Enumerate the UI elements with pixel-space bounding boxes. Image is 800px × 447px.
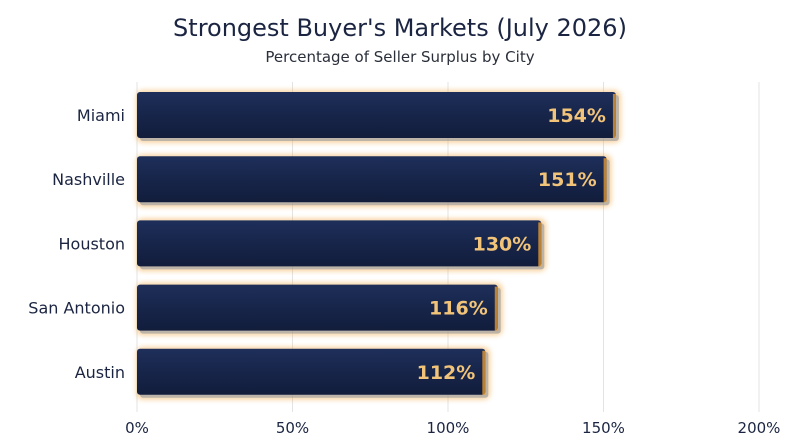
bar-group — [137, 155, 611, 206]
bar — [137, 220, 542, 267]
category-label: Miami — [77, 106, 125, 125]
bar — [137, 348, 486, 395]
bar-group — [137, 91, 620, 142]
bar-edge — [538, 222, 542, 267]
x-tick-label: 0% — [125, 419, 149, 437]
bar-edge — [482, 350, 486, 395]
bar — [137, 156, 607, 203]
category-label: Houston — [59, 234, 126, 253]
bar — [137, 92, 616, 138]
bar-edge — [494, 286, 498, 331]
category-label: Austin — [75, 363, 125, 382]
bar-value-label: 130% — [473, 233, 532, 255]
bar-group — [137, 284, 502, 335]
category-label: Nashville — [52, 170, 125, 189]
bar-group — [137, 348, 489, 399]
bar-value-label: 112% — [417, 362, 476, 384]
bar-value-label: 154% — [547, 105, 606, 127]
chart-subtitle: Percentage of Seller Surplus by City — [265, 48, 535, 66]
bar-value-label: 151% — [538, 169, 597, 191]
x-tick-label: 150% — [582, 419, 625, 437]
bar-value-label: 116% — [429, 298, 488, 320]
bar-edge — [612, 94, 616, 138]
x-tick-label: 200% — [738, 419, 781, 437]
category-label: San Antonio — [28, 299, 125, 318]
bar-group — [137, 219, 545, 270]
bar-edge — [603, 158, 607, 203]
chart-title: Strongest Buyer's Markets (July 2026) — [173, 14, 627, 42]
x-tick-label: 100% — [427, 419, 470, 437]
x-tick-label: 50% — [276, 419, 309, 437]
bar — [137, 284, 498, 331]
